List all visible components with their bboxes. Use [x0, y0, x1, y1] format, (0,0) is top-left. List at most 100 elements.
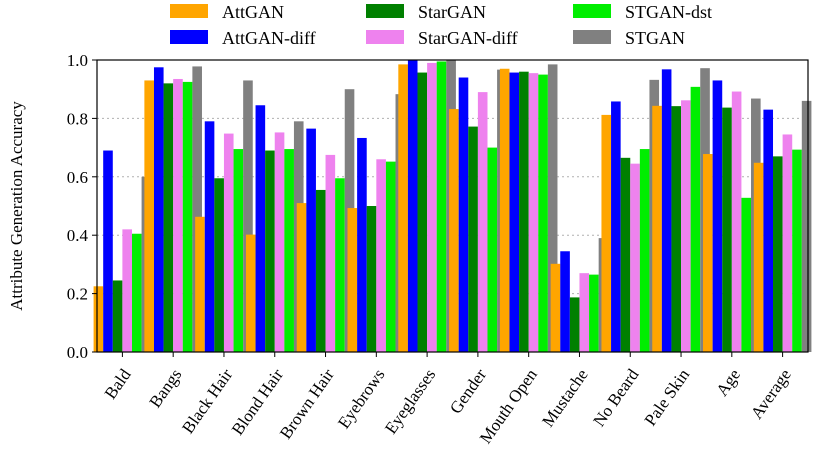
bar [103, 150, 113, 352]
bar [620, 157, 631, 352]
bar [407, 60, 418, 352]
bar [468, 126, 478, 352]
bar [284, 149, 294, 352]
bar [417, 72, 428, 352]
bar [477, 92, 488, 353]
legend-label: STGAN [625, 28, 685, 48]
x-tick-label: Bangs [146, 365, 186, 411]
bar [122, 229, 132, 352]
x-tick-label: Eyeglasses [381, 365, 439, 437]
bar [782, 134, 793, 352]
bar [681, 100, 691, 352]
y-tick-label: 0.6 [67, 168, 88, 187]
bar [763, 109, 774, 352]
bar [274, 132, 285, 352]
legend-label: AttGAN-diff [222, 28, 316, 48]
bar [550, 263, 561, 352]
bar [131, 233, 142, 352]
bars [93, 60, 812, 353]
bar [296, 203, 307, 352]
bar [192, 66, 202, 353]
bar [449, 109, 459, 352]
bar [163, 83, 174, 353]
y-axis-ticks: 0.0 0.2 0.4 0.6 0.8 1.0 [67, 51, 97, 362]
bar [661, 69, 672, 352]
y-tick-label: 0.4 [67, 226, 89, 245]
y-tick-label: 0.0 [67, 343, 88, 362]
legend-swatch [170, 30, 208, 44]
bar [376, 159, 386, 352]
bar [223, 133, 234, 352]
bar [436, 61, 447, 353]
x-tick-label: Eyebrows [334, 365, 389, 432]
bar [182, 81, 193, 353]
bar [173, 78, 183, 352]
bar [195, 216, 205, 352]
y-tick-label: 0.8 [67, 109, 88, 128]
bar [427, 62, 437, 353]
bar [792, 149, 802, 352]
bar [347, 208, 358, 352]
bar [499, 68, 510, 352]
bar [306, 128, 316, 352]
bar [560, 251, 570, 352]
bar [385, 161, 396, 352]
legend-swatch [573, 30, 611, 44]
bar [458, 77, 469, 353]
bar [112, 280, 123, 352]
x-tick-label: Mustache [538, 365, 591, 430]
legend-label: STGAN-dst [625, 2, 712, 22]
bar [519, 71, 529, 353]
x-tick-label: Pale Skin [641, 365, 694, 429]
bar [722, 107, 732, 352]
bar [639, 149, 650, 352]
bar [144, 80, 154, 352]
bar [611, 101, 621, 353]
bar [153, 67, 164, 353]
bar [315, 189, 326, 352]
bar [538, 74, 548, 352]
bar [690, 86, 701, 353]
bar [528, 73, 539, 352]
bar [712, 80, 723, 352]
bar [601, 114, 612, 353]
bar [509, 72, 520, 352]
bar [214, 178, 224, 352]
bar [487, 147, 498, 352]
bar [579, 273, 590, 352]
y-tick-label: 1.0 [67, 51, 88, 70]
bar [335, 178, 345, 352]
x-tick-label: Age [712, 365, 744, 399]
bar [233, 149, 244, 352]
bar [652, 105, 662, 352]
bar [671, 106, 682, 352]
legend-label: StarGAN [418, 2, 486, 22]
bar [569, 297, 580, 352]
legend-label: AttGAN [222, 2, 284, 22]
plot-frame [96, 59, 809, 353]
bar [547, 64, 558, 352]
legend-label: StarGAN-diff [418, 28, 518, 48]
bar [245, 234, 256, 352]
bar [357, 137, 367, 352]
bar [801, 100, 812, 352]
legend: AttGAN AttGAN-diff StarGAN StarGAN-diff STGA… [170, 2, 712, 48]
x-tick-label: Bald [101, 365, 135, 403]
bar [753, 162, 764, 352]
bar [630, 163, 640, 352]
bar [741, 197, 752, 352]
bar [731, 91, 742, 352]
bar [243, 80, 253, 352]
legend-swatch [170, 4, 208, 18]
bar [773, 156, 783, 352]
bar [589, 274, 599, 352]
bar [265, 150, 275, 352]
bar [204, 121, 215, 352]
bar [325, 154, 336, 352]
legend-swatch [366, 4, 404, 18]
bar [93, 286, 104, 352]
y-axis-label: Attribute Generation Accuracy [7, 101, 26, 311]
y-tick-label: 0.2 [67, 285, 88, 304]
bar [255, 105, 266, 352]
